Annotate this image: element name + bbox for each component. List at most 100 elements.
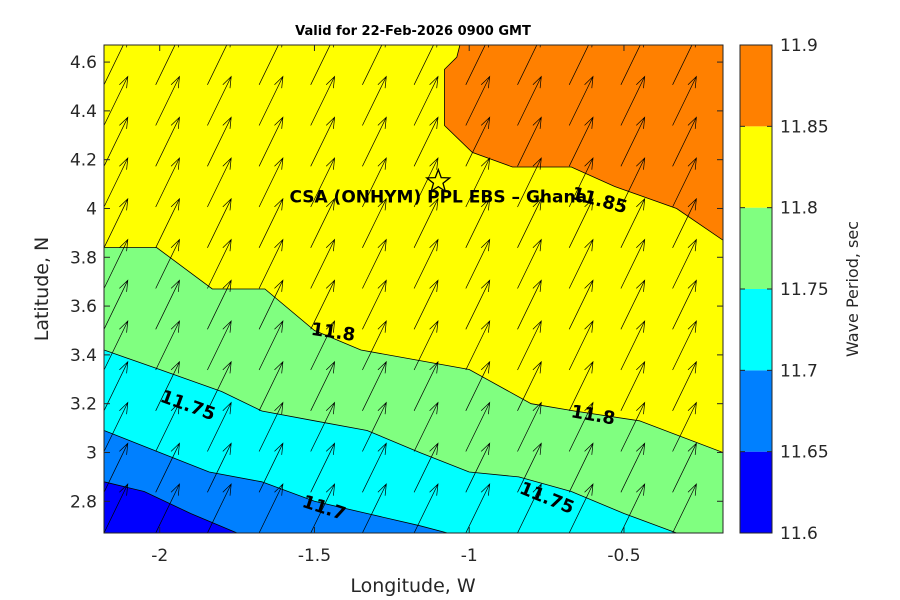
wave-direction-arrow (104, 320, 129, 371)
wave-direction-arrow (620, 442, 646, 493)
wave-direction-arrow (362, 360, 387, 411)
wave-direction-arrow (672, 320, 697, 371)
y-tick-label: 4 (86, 199, 97, 219)
wave-direction-arrow (104, 442, 129, 493)
colorbar-tick-label: 11.8 (780, 199, 818, 219)
wave-direction-arrow (465, 279, 491, 330)
band-11.85-11.9 (444, 45, 723, 241)
wave-direction-arrow (413, 238, 439, 289)
wave-direction-arrow (568, 116, 594, 167)
wave-direction-arrow (207, 483, 232, 533)
wave-direction-arrow (104, 401, 129, 452)
colorbar-tick-label: 11.9 (780, 36, 818, 56)
wave-direction-arrow (672, 157, 697, 208)
wave-direction-arrow (620, 238, 646, 289)
wave-direction-arrow (568, 157, 594, 208)
colorbar-tick-label: 11.85 (780, 117, 829, 137)
wave-direction-arrow (258, 279, 284, 330)
colorbar-swatch (740, 451, 772, 533)
wave-direction-arrow (258, 116, 284, 167)
wave-direction-arrow (310, 157, 336, 208)
wave-direction-arrow (517, 279, 542, 330)
wave-direction-arrow (568, 75, 594, 126)
contour-fills (104, 45, 723, 533)
wave-direction-arrow (465, 157, 491, 208)
wave-direction-arrow (568, 401, 594, 452)
wave-direction-arrow (413, 45, 438, 85)
wave-direction-arrow (310, 75, 336, 126)
wave-direction-arrow (672, 483, 697, 533)
wave-direction-arrow (310, 279, 336, 330)
wave-direction-arrow (413, 483, 439, 533)
wave-direction-arrow (672, 75, 697, 126)
wave-direction-arrow (311, 0, 335, 44)
wave-direction-arrow (568, 279, 594, 330)
wave-direction-arrow (620, 401, 646, 452)
wave-direction-arrow (362, 442, 387, 493)
wave-direction-arrow (672, 279, 697, 330)
wave-direction-arrow (568, 360, 594, 411)
site-marker-group: CSA (ONHYM) PPL EBS – Ghana (289, 167, 587, 208)
wave-direction-arrow (620, 279, 646, 330)
contour-lines (104, 45, 723, 533)
wave-direction-arrow (620, 75, 646, 126)
wave-direction-arrow (620, 360, 646, 411)
wave-direction-arrow (413, 116, 439, 167)
wave-direction-arrow (362, 197, 387, 248)
wave-direction-arrow (362, 483, 387, 533)
wave-direction-arrow (362, 45, 386, 85)
wave-direction-arrow (413, 75, 439, 126)
wave-direction-arrow (258, 157, 284, 208)
wave-direction-arrow (413, 401, 439, 452)
wave-direction-arrow (207, 197, 232, 248)
wave-direction-arrow (104, 157, 129, 208)
wave-direction-arrow (259, 0, 283, 44)
wave-direction-arrow (207, 442, 232, 493)
wave-direction-arrow (258, 45, 283, 85)
colorbar-swatch (740, 289, 772, 371)
y-tick-label: 4.2 (70, 151, 97, 171)
wave-direction-arrow (465, 75, 491, 126)
wave-direction-arrow (155, 360, 180, 411)
x-tick-label: -1.5 (298, 546, 331, 566)
wave-direction-arrow (517, 45, 541, 85)
wave-direction-arrow (207, 360, 232, 411)
wave-direction-arrow (155, 483, 180, 533)
wave-direction-arrow (362, 279, 387, 330)
wave-direction-arrow (620, 45, 645, 85)
y-axis-label: Latitude, N (31, 237, 53, 342)
wave-direction-arrow (621, 0, 645, 44)
wave-direction-arrow (465, 401, 491, 452)
wave-direction-arrow (207, 238, 232, 289)
wave-direction-arrow (155, 197, 180, 248)
colorbar: 11.6 11.65 11.7 11.75 11.8 11.85 11.9 (739, 36, 829, 544)
wave-direction-arrow (414, 0, 438, 44)
wave-direction-arrow (568, 197, 594, 248)
wave-direction-arrow (413, 157, 439, 208)
wave-direction-arrow (258, 197, 284, 248)
y-tick-label: 3 (86, 443, 97, 463)
wave-direction-arrow (362, 401, 387, 452)
wave-direction-arrow (155, 157, 180, 208)
wave-direction-arrow (207, 45, 231, 85)
band-below-11.7 (104, 430, 448, 533)
wave-direction-arrow (517, 75, 542, 126)
wave-direction-arrow (207, 279, 232, 330)
wave-direction-arrow (517, 483, 542, 533)
wave-direction-arrow (258, 401, 284, 452)
wave-direction-arrow (672, 401, 697, 452)
wave-direction-arrow (465, 483, 491, 533)
wave-direction-arrow (568, 45, 593, 85)
wave-direction-arrow (310, 442, 336, 493)
wave-direction-arrow (620, 320, 646, 371)
wave-direction-arrow (104, 238, 129, 289)
plot-frame (103, 44, 724, 534)
colorbar-swatch (740, 45, 772, 127)
wave-direction-arrow (413, 320, 439, 371)
wave-direction-arrow (310, 360, 336, 411)
wave-direction-arrow (104, 45, 128, 85)
wave-direction-arrow (310, 320, 336, 371)
wave-direction-arrow (517, 320, 542, 371)
wave-direction-arrow (672, 238, 697, 289)
wave-direction-arrow (568, 238, 594, 289)
